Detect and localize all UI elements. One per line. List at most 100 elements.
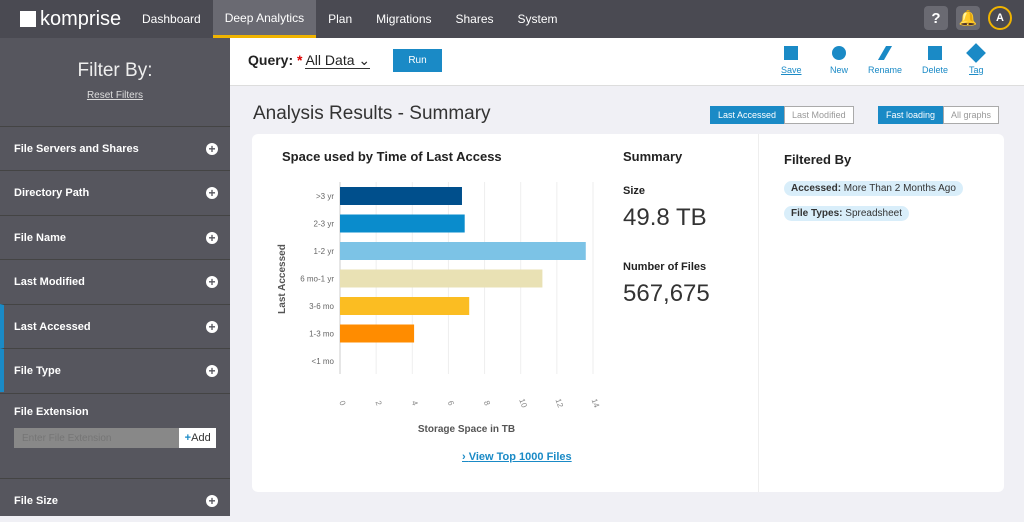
- avatar[interactable]: A: [988, 6, 1012, 30]
- loading-toggle: Fast loading All graphs: [878, 106, 1000, 124]
- bar-6 mo-1 yr: [340, 269, 543, 288]
- nav-plan[interactable]: Plan: [328, 12, 353, 26]
- help-icon[interactable]: ?: [924, 6, 948, 30]
- chevron-right-icon: ›: [462, 451, 469, 463]
- y-tick-label: >3 yr: [316, 192, 334, 201]
- bell-icon[interactable]: 🔔: [956, 6, 980, 30]
- filter-label: File Type: [14, 364, 61, 377]
- filter-label: File Servers and Shares: [14, 142, 139, 155]
- filter-chip-file-types[interactable]: File Types: Spreadsheet: [784, 206, 909, 221]
- file-extension-filter: File Extension +Add: [0, 393, 230, 479]
- x-tick-label: 2: [374, 400, 384, 408]
- save-label: Save: [781, 65, 802, 75]
- plus-icon[interactable]: +: [206, 494, 218, 507]
- bar-chart: 0 2 4 6 8 10 12 14 >3 yr 2-3 yr 1-2 yr 6 mo-1 yr 3-6…: [277, 182, 602, 435]
- filter-label: File Name: [14, 231, 66, 244]
- filter-directory-path[interactable]: Directory Path +: [0, 170, 230, 214]
- toggle-fast-loading[interactable]: Fast loading: [878, 106, 944, 124]
- results-card: Space used by Time of Last Access 0 2 4 6 8 1…: [252, 134, 1004, 492]
- query-label: Query:: [248, 52, 294, 68]
- run-button[interactable]: Run: [393, 49, 442, 72]
- filter-file-type[interactable]: File Type +: [0, 348, 230, 392]
- page-title: Analysis Results - Summary: [253, 103, 491, 124]
- x-tick-label: 0: [337, 400, 347, 408]
- x-tick-label: 8: [482, 400, 492, 408]
- reset-filters-link[interactable]: Reset Filters: [86, 90, 144, 101]
- plus-icon[interactable]: +: [206, 231, 218, 244]
- filter-title: Filter By:: [77, 60, 153, 81]
- x-tick-label: 14: [590, 397, 602, 409]
- add-extension-button[interactable]: + Add: [179, 428, 216, 448]
- y-tick-label: <1 mo: [312, 357, 335, 366]
- bar-3-6 mo: [340, 297, 470, 315]
- nav-shares[interactable]: Shares: [455, 12, 494, 26]
- tag-button[interactable]: Tag: [966, 43, 987, 75]
- plus-circle-icon: [832, 46, 846, 60]
- filter-file-name[interactable]: File Name +: [0, 215, 230, 259]
- filter-chip-accessed[interactable]: Accessed: More Than 2 Months Ago: [784, 181, 963, 196]
- bar->3 yr: [340, 187, 462, 205]
- file-extension-label: File Extension: [14, 406, 89, 418]
- y-tick-label: 3-6 mo: [309, 302, 334, 311]
- x-tick-label: 10: [517, 397, 529, 409]
- filter-file-servers[interactable]: File Servers and Shares +: [0, 126, 230, 170]
- add-label: Add: [191, 432, 211, 444]
- query-select[interactable]: All Data ⌄: [305, 52, 371, 69]
- nav-migrations[interactable]: Migrations: [376, 12, 432, 26]
- chart-title: Space used by Time of Last Access: [282, 149, 502, 164]
- size-value: 49.8 TB: [623, 204, 707, 231]
- save-icon: [784, 46, 799, 60]
- delete-button[interactable]: Delete: [922, 46, 948, 75]
- filter-label: Last Accessed: [14, 320, 91, 333]
- nav-dashboard[interactable]: Dashboard: [142, 12, 201, 26]
- toggle-last-modified[interactable]: Last Modified: [784, 106, 854, 124]
- size-label: Size: [623, 185, 646, 197]
- chip-value: Spreadsheet: [842, 208, 902, 219]
- x-tick-label: 4: [410, 400, 420, 408]
- tag-icon: [966, 43, 987, 63]
- bar-2-3 yr: [340, 214, 465, 233]
- query-bar: Query: * All Data ⌄ Run Save New Rename D…: [230, 38, 1024, 86]
- toggle-all-graphs[interactable]: All graphs: [943, 106, 1000, 124]
- trash-icon: [928, 46, 942, 60]
- access-toggle: Last Accessed Last Modified: [710, 106, 854, 124]
- filter-last-modified[interactable]: Last Modified +: [0, 259, 230, 303]
- new-label: New: [830, 65, 849, 75]
- x-tick-label: 6: [446, 400, 456, 408]
- required-mark: *: [297, 52, 303, 68]
- chip-key: Accessed:: [791, 183, 842, 194]
- y-axis-label: Last Accessed: [277, 244, 288, 314]
- filter-sidebar: Filter By: Reset Filters File Servers an…: [0, 38, 230, 516]
- summary-title: Summary: [623, 149, 683, 164]
- plus-icon[interactable]: +: [206, 186, 218, 199]
- y-tick-label: 1-2 yr: [314, 247, 335, 256]
- x-axis-label: Storage Space in TB: [418, 424, 515, 435]
- plus-icon[interactable]: +: [206, 320, 218, 333]
- rename-label: Rename: [868, 65, 903, 75]
- chip-key: File Types:: [791, 208, 843, 219]
- rename-button[interactable]: Rename: [868, 46, 902, 75]
- file-extension-input[interactable]: [14, 428, 180, 448]
- logo-text: komprise: [40, 7, 122, 30]
- save-button[interactable]: Save: [781, 46, 802, 75]
- bar-1-2 yr: [340, 242, 586, 260]
- filter-file-size[interactable]: File Size +: [0, 478, 230, 522]
- filter-label: Last Modified: [14, 275, 85, 288]
- y-tick-label: 1-3 mo: [309, 330, 334, 339]
- filter-last-accessed[interactable]: Last Accessed +: [0, 304, 230, 348]
- toggle-last-accessed[interactable]: Last Accessed: [710, 106, 785, 124]
- nav-system[interactable]: System: [517, 12, 558, 26]
- plus-icon[interactable]: +: [206, 142, 218, 155]
- new-button[interactable]: New: [830, 46, 848, 75]
- nav-deep-analytics[interactable]: Deep Analytics: [212, 0, 317, 38]
- view-top-files-link[interactable]: › View Top 1000 Files: [462, 451, 572, 463]
- logo[interactable]: komprise: [0, 8, 130, 31]
- view-top-files-label: View Top 1000 Files: [468, 451, 572, 463]
- plus-icon[interactable]: +: [206, 364, 218, 377]
- files-value: 567,675: [623, 280, 710, 307]
- y-tick-label: 6 mo-1 yr: [300, 275, 334, 284]
- main-nav: Dashboard Deep Analytics Plan Migrations…: [130, 0, 570, 38]
- filter-label: Directory Path: [14, 186, 90, 199]
- tag-label: Tag: [969, 65, 984, 75]
- plus-icon[interactable]: +: [206, 275, 218, 288]
